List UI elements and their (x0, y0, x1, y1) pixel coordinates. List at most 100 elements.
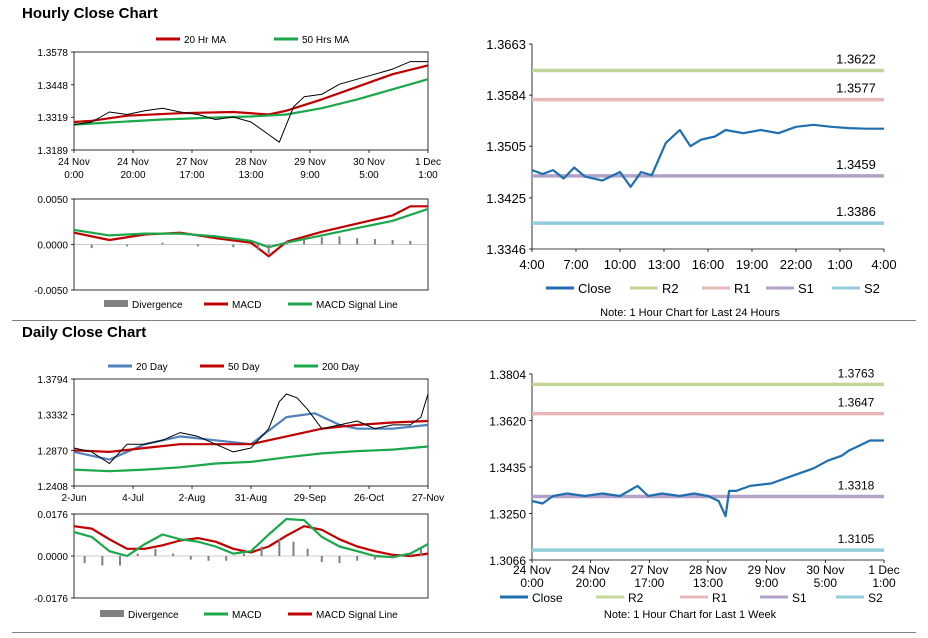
section-divider (12, 320, 916, 321)
legend-label: 200 Day (322, 362, 359, 373)
x-tick-label: 2-Aug (179, 493, 206, 504)
x-tick-label: 20:00 (576, 576, 606, 590)
series-200-day (73, 445, 429, 473)
y-tick-label: 1.3578 (37, 48, 68, 59)
legend-label: MACD Signal Line (316, 300, 398, 311)
x-tick-label: 20:00 (120, 170, 145, 181)
legend-label: Close (532, 591, 563, 605)
y-tick-label: 0.0000 (37, 552, 68, 563)
y-tick-label: 1.3189 (37, 146, 68, 157)
level-label-r1: 1.3647 (838, 396, 875, 410)
bottom-divider (12, 632, 916, 633)
level-label-r2: 1.3622 (836, 52, 876, 67)
y-tick-label: -0.0050 (34, 286, 68, 297)
series-price (73, 393, 429, 464)
x-tick-label: 17:00 (179, 170, 204, 181)
x-tick-label: 24 Nov (58, 157, 90, 168)
legend-label: Close (578, 281, 611, 296)
x-tick-label: 0:00 (64, 170, 84, 181)
y-tick-label: 1.3505 (486, 139, 526, 154)
x-tick-label: 13:00 (238, 170, 263, 181)
y-tick-label: 1.2408 (37, 482, 68, 493)
legend-label: R1 (712, 591, 728, 605)
series-macd (73, 517, 429, 559)
y-tick-label: 0.0000 (37, 241, 68, 252)
legend-label: R2 (662, 281, 679, 296)
x-tick-label: 28 Nov (235, 157, 267, 168)
y-tick-label: 0.0176 (37, 510, 68, 521)
y-tick-label: 1.3620 (489, 414, 526, 428)
legend-label: S1 (798, 281, 814, 296)
series-50-hrs-ma (73, 78, 429, 126)
chart-note: Note: 1 Hour Chart for Last 1 Week (604, 609, 777, 621)
y-tick-label: 1.2870 (37, 446, 68, 457)
x-tick-label: 13:00 (693, 576, 723, 590)
series-price (73, 61, 428, 143)
legend-label: R2 (628, 591, 644, 605)
legend-label: R1 (734, 281, 751, 296)
legend-label: 50 Day (228, 362, 260, 373)
x-tick-label: 19:00 (736, 257, 769, 272)
x-tick-label: 0:00 (520, 576, 544, 590)
x-tick-label: 1:00 (418, 170, 438, 181)
level-label-s2: 1.3386 (836, 204, 876, 219)
level-label-r2: 1.3763 (838, 366, 875, 380)
x-tick-label: 29-Sep (294, 493, 327, 504)
y-tick-label: 1.3663 (486, 37, 526, 52)
hourly-section-title: Hourly Close Chart (22, 5, 158, 22)
x-tick-label: 1 Dec (415, 157, 441, 168)
x-tick-label: 7:00 (563, 257, 588, 272)
x-tick-label: 4-Jul (122, 493, 144, 504)
x-tick-label: 4:00 (519, 257, 544, 272)
x-tick-label: 24 Nov (513, 563, 551, 577)
x-tick-label: 17:00 (634, 576, 664, 590)
series-close (531, 439, 884, 518)
series-macd-signal-line (73, 525, 429, 558)
y-tick-label: 1.3425 (486, 191, 526, 206)
y-tick-label: 1.3435 (489, 461, 526, 475)
y-tick-label: 0.0050 (37, 195, 68, 206)
x-tick-label: 31-Aug (235, 493, 267, 504)
legend-label: S2 (868, 591, 883, 605)
x-tick-label: 1:00 (872, 576, 896, 590)
series-macd (73, 205, 428, 258)
level-label-s2: 1.3105 (838, 532, 875, 546)
y-tick-label: 1.3448 (37, 81, 68, 92)
legend-label: 20 Hr MA (184, 35, 227, 46)
legend-label: S2 (864, 281, 880, 296)
y-tick-label: 1.3319 (37, 113, 68, 124)
x-tick-label: 1 Dec (868, 563, 899, 577)
daily-section-title: Daily Close Chart (22, 324, 147, 341)
daily-pivot-chart: 1.3804 1.3620 1.3435 1.3250 1.3066 1.3763 1.36… (489, 366, 899, 621)
series-macd-signal-line (73, 207, 429, 249)
legend-label: S1 (792, 591, 807, 605)
legend-label: 50 Hrs MA (302, 35, 350, 46)
legend-label: MACD (232, 300, 261, 311)
x-tick-label: 4:00 (871, 257, 896, 272)
x-tick-label: 13:00 (648, 257, 681, 272)
level-label-s1: 1.3318 (838, 478, 875, 492)
y-tick-label: 1.3250 (489, 508, 526, 522)
x-tick-label: 10:00 (604, 257, 637, 272)
x-tick-label: 24 Nov (572, 563, 610, 577)
legend-label: MACD Signal Line (316, 610, 398, 621)
x-tick-label: 29 Nov (294, 157, 326, 168)
x-tick-label: 28 Nov (689, 563, 727, 577)
chart-note: Note: 1 Hour Chart for Last 24 Hours (600, 307, 780, 319)
level-label-r1: 1.3577 (836, 81, 876, 96)
legend-swatch (104, 300, 128, 307)
x-tick-label: 9:00 (300, 170, 320, 181)
x-tick-label: 16:00 (692, 257, 725, 272)
x-tick-label: 29 Nov (748, 563, 786, 577)
x-tick-label: 24 Nov (117, 157, 149, 168)
x-tick-label: 26-Oct (354, 493, 384, 504)
legend-label: Divergence (128, 610, 179, 621)
level-label-s1: 1.3459 (836, 157, 876, 172)
x-tick-label: 9:00 (755, 576, 779, 590)
y-tick-label: 1.3332 (37, 411, 68, 422)
legend-label: Divergence (132, 300, 183, 311)
x-tick-label: 5:00 (814, 576, 838, 590)
daily-macd-chart: 0.0176 0.0000 -0.0176 Divergence MACD MACD Si… (34, 510, 429, 621)
y-tick-label: 1.3066 (489, 554, 526, 568)
